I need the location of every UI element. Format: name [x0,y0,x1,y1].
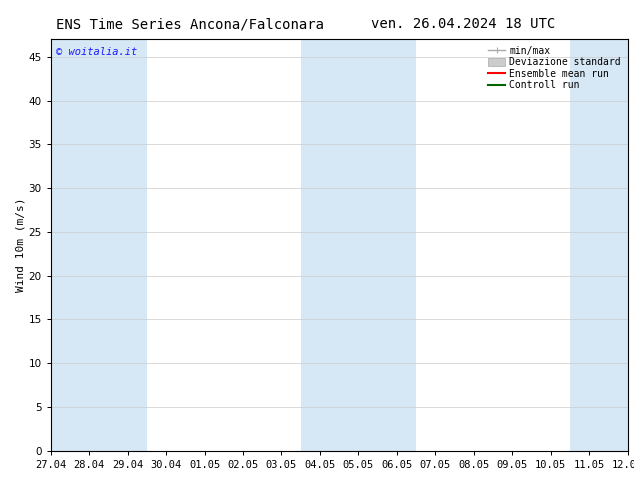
Bar [301,39,339,451]
Bar [378,39,416,451]
Bar [51,39,70,451]
Bar [570,39,609,451]
Bar [70,39,108,451]
Y-axis label: Wind 10m (m/s): Wind 10m (m/s) [16,198,25,292]
Bar [108,39,147,451]
Bar [339,39,378,451]
Legend: min/max, Deviazione standard, Ensemble mean run, Controll run: min/max, Deviazione standard, Ensemble m… [486,44,623,92]
Text: ENS Time Series Ancona/Falconara: ENS Time Series Ancona/Falconara [56,17,324,31]
Bar [609,39,628,451]
Text: ven. 26.04.2024 18 UTC: ven. 26.04.2024 18 UTC [371,17,555,31]
Text: © woitalia.it: © woitalia.it [56,48,138,57]
